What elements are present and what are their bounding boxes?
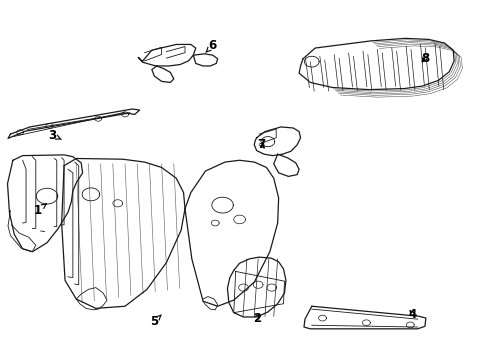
Text: 2: 2 [252, 311, 260, 325]
Text: 3: 3 [48, 129, 61, 142]
Text: 8: 8 [420, 51, 428, 64]
Text: 5: 5 [150, 315, 161, 328]
Text: 1: 1 [33, 204, 46, 217]
Text: 6: 6 [205, 39, 217, 52]
Text: 7: 7 [257, 138, 265, 150]
Text: 4: 4 [408, 308, 416, 321]
